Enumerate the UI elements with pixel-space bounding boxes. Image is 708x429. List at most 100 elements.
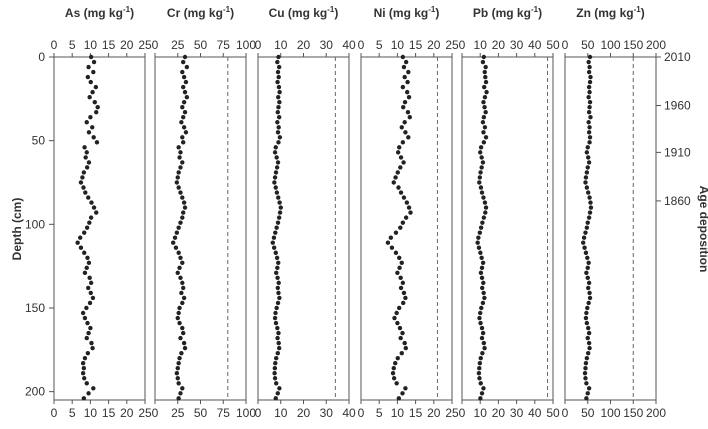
data-point bbox=[271, 245, 277, 250]
data-point bbox=[277, 386, 282, 391]
data-point bbox=[277, 210, 283, 215]
age-tick-label: 1910 bbox=[664, 145, 691, 159]
data-point bbox=[181, 340, 187, 346]
data-point bbox=[178, 255, 183, 260]
panel-title-close: ) bbox=[641, 6, 645, 20]
data-point bbox=[177, 305, 182, 311]
data-point bbox=[478, 320, 483, 326]
x-tick-label-bottom: 200 bbox=[646, 406, 666, 420]
data-point bbox=[479, 335, 485, 341]
panel-title-exponent: -1 bbox=[531, 5, 539, 14]
x-tick-label-top: 10 bbox=[474, 38, 488, 52]
data-point bbox=[180, 386, 185, 391]
right-axis-label: Age deposition bbox=[697, 186, 708, 273]
data-point bbox=[92, 99, 97, 105]
data-point bbox=[82, 376, 87, 381]
data-point bbox=[583, 175, 589, 180]
x-tick-label-bottom: 25 bbox=[171, 406, 185, 420]
x-tick-label-bottom: 40 bbox=[528, 406, 542, 420]
data-point bbox=[87, 300, 93, 306]
x-tick-label-bottom: 5 bbox=[69, 406, 76, 420]
data-point bbox=[587, 125, 592, 130]
data-point bbox=[178, 335, 183, 341]
data-point bbox=[406, 69, 411, 75]
data-point bbox=[84, 335, 89, 341]
data-point bbox=[480, 220, 485, 225]
x-tick-label-top: 50 bbox=[581, 38, 595, 52]
data-point bbox=[178, 220, 183, 225]
x-tick-label-top: 10 bbox=[84, 38, 98, 52]
data-point bbox=[482, 345, 487, 351]
data-point bbox=[586, 94, 591, 100]
data-point bbox=[481, 290, 486, 296]
x-tick-label-top: 100 bbox=[600, 38, 620, 52]
age-tick-label: 1860 bbox=[664, 194, 691, 208]
data-point bbox=[581, 240, 586, 245]
data-point bbox=[276, 280, 281, 286]
data-point bbox=[184, 94, 190, 100]
data-point bbox=[273, 170, 279, 175]
data-point bbox=[482, 200, 488, 205]
data-point bbox=[395, 355, 400, 361]
data-point bbox=[479, 275, 485, 281]
panel-title: Zn (mg kg-1) bbox=[576, 5, 644, 20]
data-point bbox=[275, 69, 281, 75]
data-point bbox=[406, 135, 411, 140]
data-point bbox=[586, 84, 592, 90]
data-point bbox=[177, 355, 182, 361]
data-point bbox=[276, 54, 281, 60]
data-point bbox=[86, 285, 91, 291]
data-point bbox=[483, 64, 488, 70]
data-point bbox=[586, 110, 592, 115]
data-point bbox=[175, 270, 180, 276]
data-point bbox=[275, 160, 281, 165]
data-point bbox=[87, 94, 92, 100]
panel-title: As (mg kg-1) bbox=[65, 5, 134, 20]
data-point bbox=[405, 110, 411, 115]
x-tick-label-bottom: 5 bbox=[376, 406, 383, 420]
x-tick-label-top: 20 bbox=[297, 38, 311, 52]
data-point bbox=[183, 130, 189, 135]
data-point bbox=[276, 115, 282, 120]
data-point bbox=[276, 215, 282, 220]
data-point bbox=[86, 391, 91, 396]
data-point bbox=[395, 270, 400, 276]
x-tick-label-bottom: 25 bbox=[138, 406, 152, 420]
data-point bbox=[95, 104, 100, 110]
data-point bbox=[585, 305, 590, 311]
data-point bbox=[179, 350, 184, 356]
data-point bbox=[181, 115, 186, 120]
x-tick-label-bottom: 10 bbox=[84, 406, 98, 420]
x-tick-label-bottom: 0 bbox=[459, 406, 466, 420]
data-point bbox=[84, 165, 90, 170]
data-point bbox=[273, 360, 278, 366]
x-tick-label-top: 0 bbox=[152, 38, 159, 52]
data-point bbox=[403, 345, 408, 351]
data-point bbox=[477, 175, 483, 180]
data-point bbox=[88, 290, 93, 296]
data-point bbox=[178, 165, 183, 170]
data-point bbox=[481, 140, 487, 145]
data-point bbox=[180, 260, 185, 265]
x-tick-label-top: 20 bbox=[492, 38, 506, 52]
data-point bbox=[484, 89, 489, 95]
x-tick-label-top: 40 bbox=[528, 38, 542, 52]
data-point bbox=[180, 104, 185, 110]
data-point bbox=[481, 340, 487, 346]
panel-4: Pb (mg kg-1) 0 0 10 10 20 20 30 30 40 40 50 50 bbox=[459, 5, 560, 420]
data-point bbox=[395, 170, 400, 175]
data-point bbox=[273, 396, 278, 401]
data-point bbox=[272, 150, 278, 155]
data-point bbox=[586, 386, 592, 391]
data-point bbox=[479, 305, 484, 311]
data-point bbox=[273, 250, 278, 255]
data-point bbox=[481, 54, 487, 60]
data-point bbox=[176, 250, 181, 255]
data-point bbox=[483, 79, 489, 85]
data-point bbox=[585, 391, 590, 396]
data-point bbox=[585, 335, 590, 341]
data-point bbox=[480, 120, 486, 125]
data-point bbox=[403, 130, 408, 135]
data-point bbox=[401, 195, 407, 200]
data-point bbox=[394, 310, 399, 316]
